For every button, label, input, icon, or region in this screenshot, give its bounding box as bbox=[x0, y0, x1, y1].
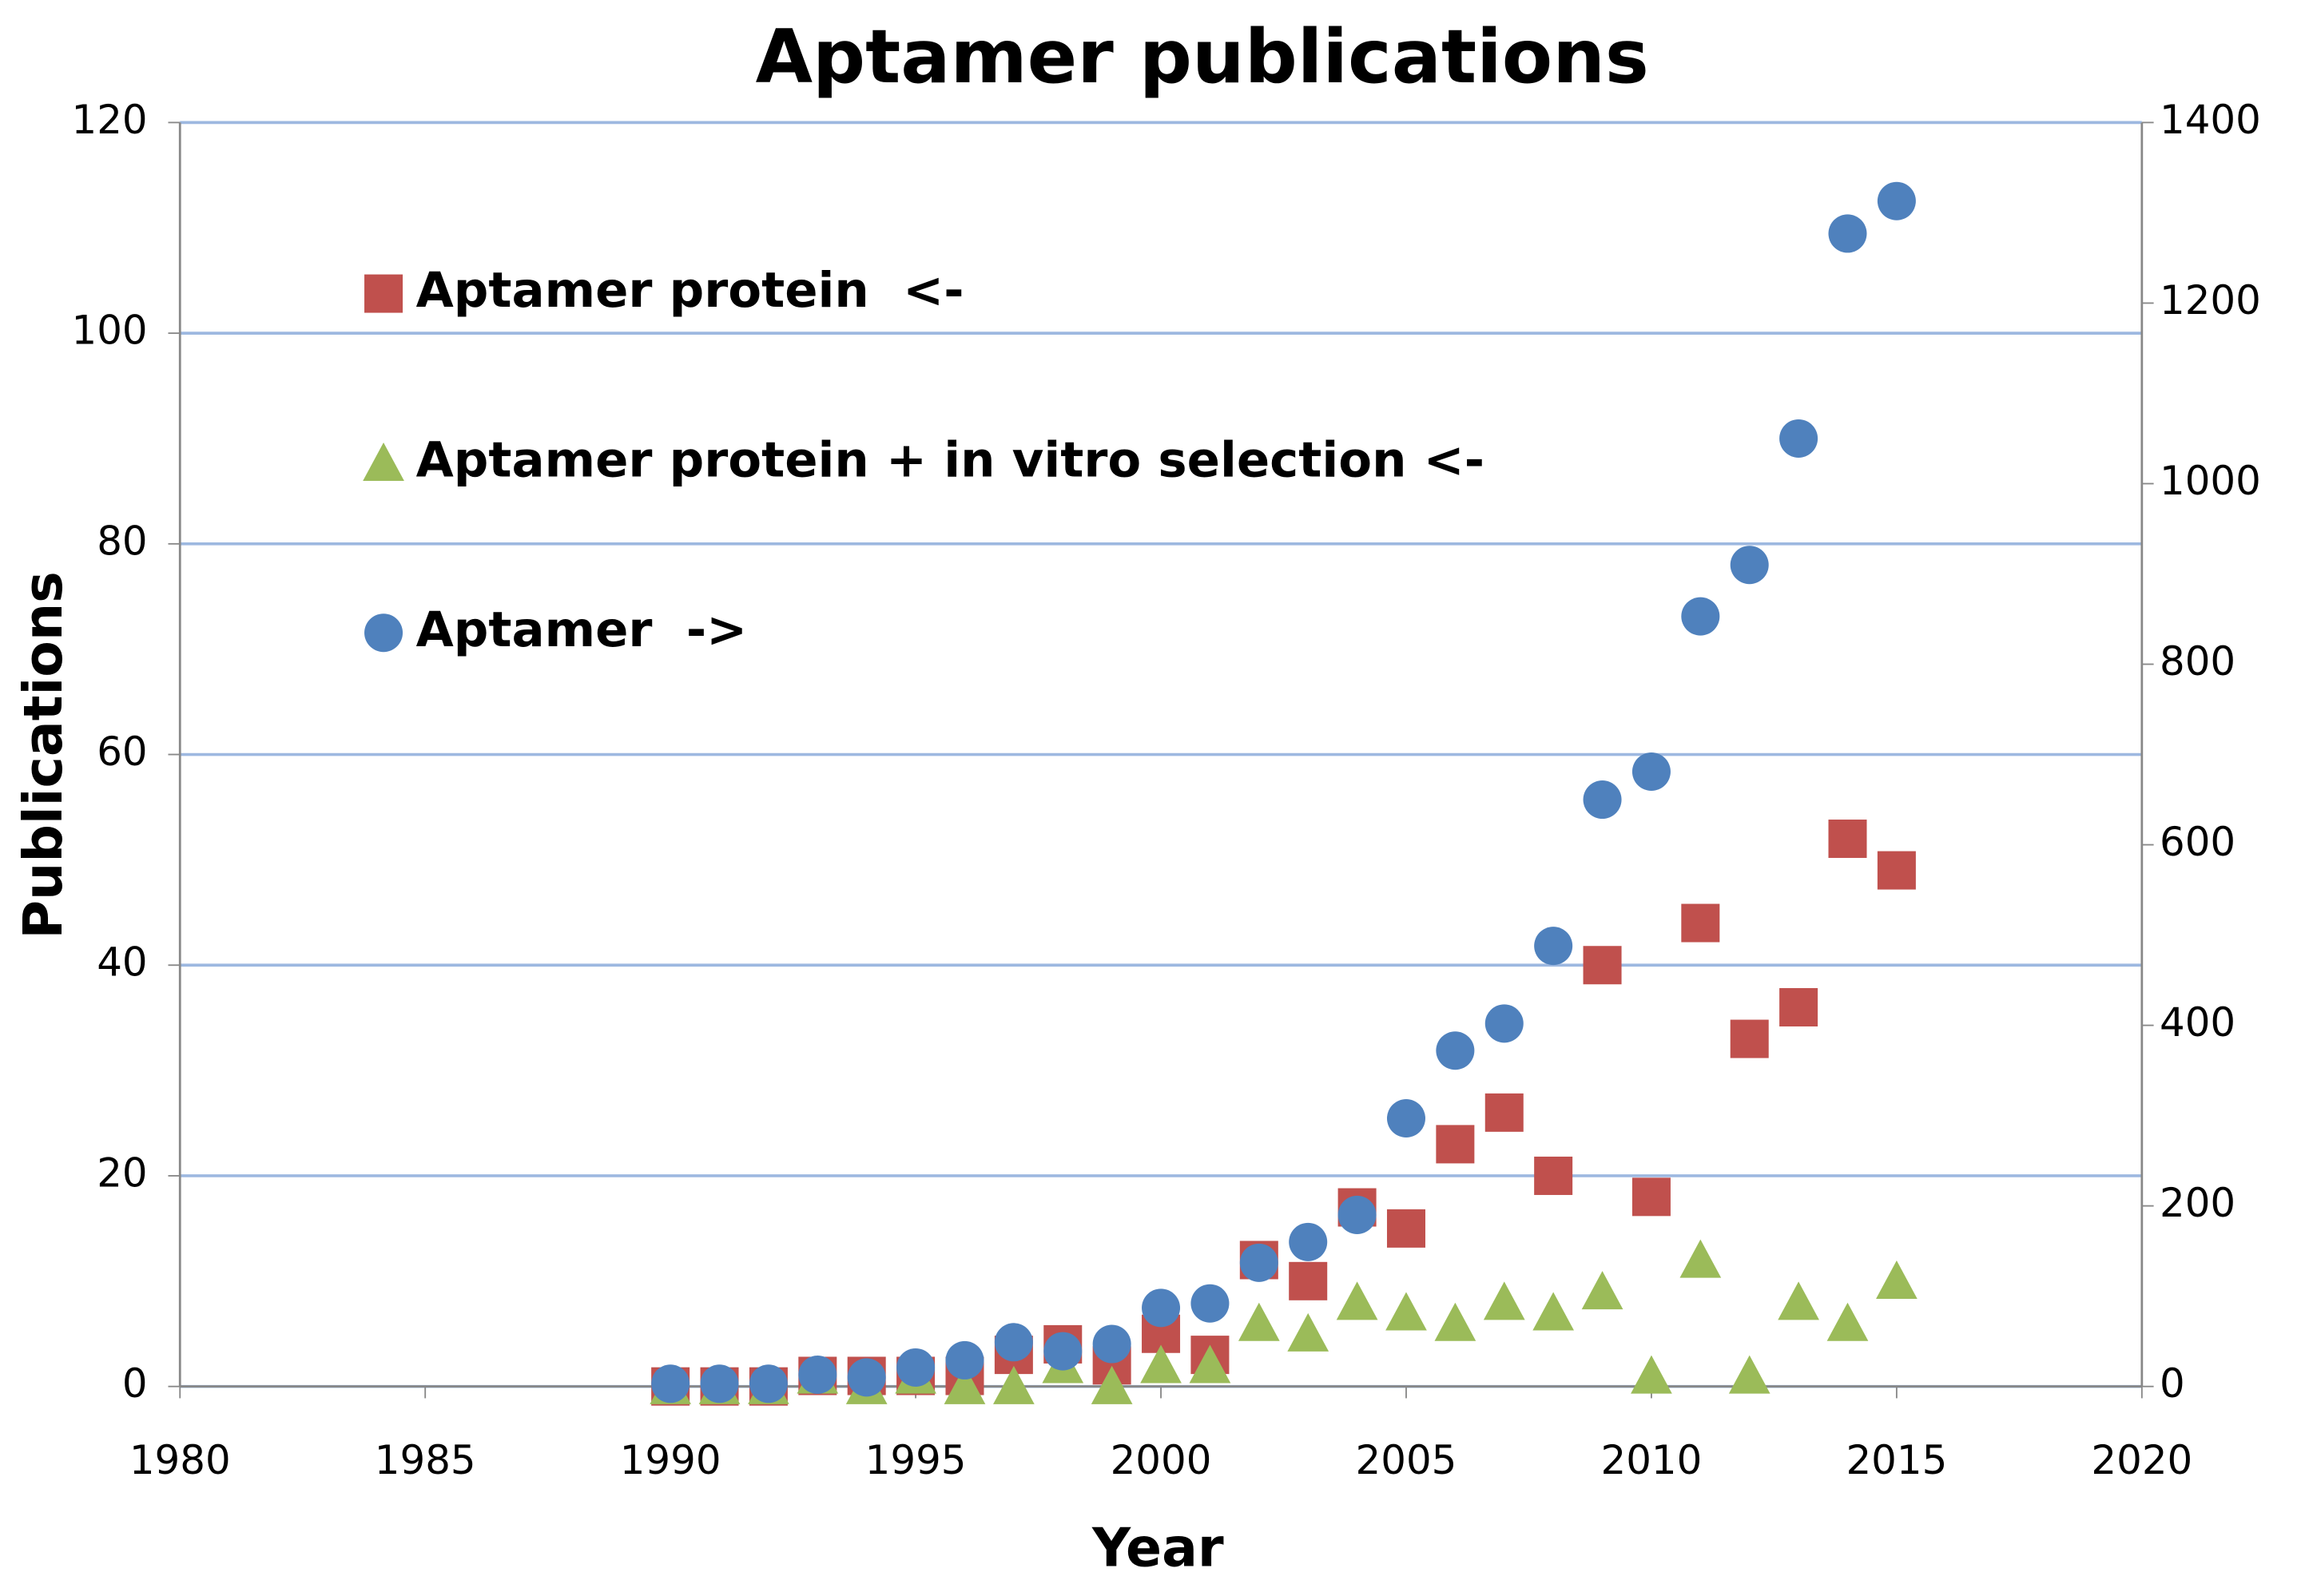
legend-label: Aptamer protein <- bbox=[416, 262, 964, 319]
marker-circle bbox=[1142, 1288, 1181, 1328]
marker-circle bbox=[1828, 214, 1867, 253]
y-tick-label: 0 bbox=[122, 1360, 148, 1407]
x-tick-label: 2005 bbox=[1356, 1437, 1457, 1483]
marker-triangle bbox=[1778, 1281, 1819, 1320]
marker-square bbox=[1436, 1125, 1475, 1164]
marker-triangle bbox=[1679, 1239, 1722, 1278]
y2-tick-label: 400 bbox=[2160, 999, 2236, 1046]
marker-circle bbox=[364, 613, 403, 653]
marker-circle bbox=[1386, 1099, 1425, 1138]
marker-circle bbox=[1190, 1284, 1230, 1323]
marker-circle bbox=[1730, 546, 1769, 585]
marker-triangle bbox=[1140, 1344, 1182, 1384]
marker-circle bbox=[1436, 1031, 1475, 1070]
marker-triangle bbox=[1091, 1365, 1133, 1404]
x-tick-label: 2010 bbox=[1601, 1437, 1703, 1483]
y-axis-label: Publications bbox=[12, 571, 74, 939]
marker-triangle bbox=[993, 1365, 1035, 1404]
marker-circle bbox=[1239, 1243, 1278, 1282]
marker-circle bbox=[749, 1364, 788, 1403]
y-tick-label: 120 bbox=[71, 97, 147, 143]
x-tick-label: 1980 bbox=[129, 1437, 231, 1483]
y-tick-label: 60 bbox=[97, 729, 147, 775]
y2-tick-label: 800 bbox=[2160, 638, 2236, 685]
marker-triangle bbox=[1385, 1292, 1427, 1331]
y2-tick-label: 1400 bbox=[2160, 97, 2261, 143]
x-tick-label: 2020 bbox=[2091, 1437, 2192, 1483]
y-tick-label: 40 bbox=[97, 939, 147, 986]
marker-triangle bbox=[1189, 1344, 1231, 1384]
marker-circle bbox=[847, 1358, 886, 1397]
marker-square bbox=[1386, 1209, 1425, 1248]
y2-tick-label: 1200 bbox=[2160, 277, 2261, 324]
marker-circle bbox=[994, 1323, 1033, 1362]
marker-circle bbox=[1289, 1222, 1328, 1261]
marker-triangle bbox=[1728, 1355, 1771, 1394]
x-tick-label: 1985 bbox=[375, 1437, 476, 1483]
marker-square bbox=[1730, 1019, 1769, 1058]
y2-tick-label: 600 bbox=[2160, 819, 2236, 865]
marker-triangle bbox=[1287, 1312, 1329, 1352]
marker-square bbox=[1779, 987, 1818, 1026]
marker-circle bbox=[700, 1364, 739, 1403]
marker-circle bbox=[945, 1340, 984, 1380]
marker-triangle bbox=[1876, 1260, 1918, 1299]
y2-tick-label: 200 bbox=[2160, 1180, 2236, 1226]
marker-circle bbox=[798, 1355, 837, 1394]
marker-triangle bbox=[944, 1365, 986, 1404]
marker-square bbox=[364, 274, 403, 313]
marker-circle bbox=[1337, 1195, 1377, 1234]
x-tick-label: 1995 bbox=[865, 1437, 967, 1483]
chart-title: Aptamer publications bbox=[756, 14, 1649, 100]
marker-square bbox=[1534, 1156, 1573, 1195]
y2-tick-label: 0 bbox=[2160, 1360, 2185, 1407]
marker-triangle bbox=[1336, 1281, 1378, 1320]
marker-circle bbox=[651, 1364, 690, 1403]
marker-circle bbox=[1534, 927, 1573, 966]
marker-square bbox=[1631, 1177, 1671, 1217]
marker-square bbox=[1681, 903, 1720, 943]
x-tick-label: 1990 bbox=[620, 1437, 721, 1483]
marker-triangle bbox=[363, 443, 404, 482]
y2-tick-label: 1000 bbox=[2160, 458, 2261, 504]
marker-square bbox=[1877, 851, 1916, 890]
marker-square bbox=[1583, 946, 1622, 985]
y-tick-label: 20 bbox=[97, 1149, 147, 1196]
marker-square bbox=[1484, 1093, 1524, 1132]
y-tick-label: 100 bbox=[71, 308, 147, 354]
marker-circle bbox=[1043, 1332, 1083, 1371]
y-tick-label: 80 bbox=[97, 518, 147, 564]
marker-circle bbox=[1583, 780, 1622, 820]
x-axis-label: Year bbox=[1091, 1517, 1224, 1579]
x-tick-label: 2000 bbox=[1111, 1437, 1212, 1483]
marker-triangle bbox=[1581, 1271, 1623, 1310]
marker-circle bbox=[1681, 597, 1720, 636]
marker-circle bbox=[1877, 181, 1916, 220]
marker-circle bbox=[1779, 419, 1818, 458]
marker-triangle bbox=[1483, 1281, 1525, 1320]
x-tick-label: 2015 bbox=[1846, 1437, 1947, 1483]
marker-square bbox=[1828, 820, 1867, 859]
marker-circle bbox=[1092, 1324, 1131, 1364]
marker-triangle bbox=[1434, 1302, 1476, 1341]
marker-square bbox=[1289, 1261, 1328, 1300]
marker-triangle bbox=[1826, 1302, 1869, 1341]
legend-label: Aptamer protein + in vitro selection <- bbox=[416, 431, 1484, 488]
legend-label: Aptamer -> bbox=[416, 601, 747, 658]
marker-triangle bbox=[1631, 1355, 1672, 1394]
marker-triangle bbox=[1238, 1302, 1280, 1341]
marker-circle bbox=[1631, 752, 1671, 792]
marker-triangle bbox=[1532, 1292, 1575, 1331]
marker-circle bbox=[1484, 1004, 1524, 1043]
marker-circle bbox=[896, 1348, 936, 1387]
